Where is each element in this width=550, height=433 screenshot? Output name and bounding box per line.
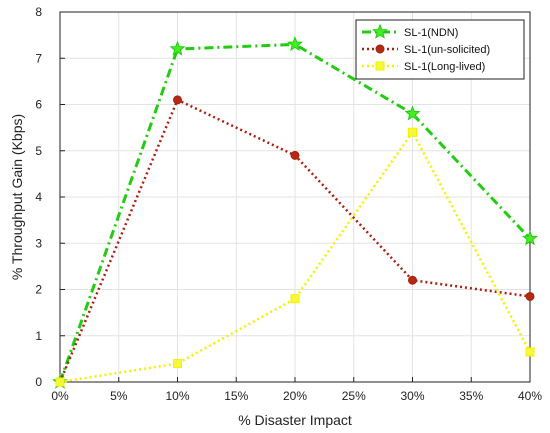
data-point [525,347,535,357]
y-tick-label: 1 [35,329,42,343]
x-tick-label: 35% [459,389,483,403]
x-tick-label: 20% [283,389,307,403]
data-point [525,291,535,301]
y-axis-title: % Throughput Gain (Kbps) [9,114,25,280]
data-point [290,150,300,160]
legend-label: SL-1(Long-lived) [404,61,485,73]
data-point [173,359,182,368]
legend-marker [375,61,385,71]
y-tick-label: 2 [35,283,42,297]
x-tick-label: 10% [165,389,189,403]
legend-marker [372,23,388,39]
legend-label: SL-1(NDN) [404,27,458,39]
x-tick-label: 30% [400,389,424,403]
data-point [173,95,182,105]
legend: SL-1(NDN) SL-1(un-solicited) SL-1(Long-liv… [355,19,525,80]
series-2 [55,127,535,387]
data-point [408,275,417,285]
y-axis: 0 1 2 3 4 5 6 7 8 [35,5,65,389]
data-point [169,40,186,56]
data-point [522,230,538,246]
y-tick-label: 8 [35,5,42,19]
data-point [290,294,300,304]
data-point [404,105,421,121]
data-point [55,377,65,387]
data-point [287,35,303,52]
x-axis: 0% 5% 10% 15% 20% 25% 30% 35% 40% [51,377,542,403]
x-tick-label: 15% [224,389,248,403]
y-tick-label: 3 [35,236,42,250]
data-point [408,127,417,137]
x-tick-label: 5% [110,389,128,403]
x-axis-title: % Disaster Impact [238,412,352,428]
x-tick-label: 25% [342,389,366,403]
y-tick-label: 4 [35,190,42,204]
legend-item: SL-1(Long-lived) [362,61,485,73]
series-layer [52,35,538,389]
y-tick-label: 0 [35,375,42,389]
legend-marker [375,44,385,54]
legend-item: SL-1(un-solicited) [362,44,490,56]
legend-label: SL-1(un-solicited) [404,44,490,56]
y-tick-label: 7 [35,51,42,65]
x-tick-label: 0% [51,389,69,403]
y-tick-label: 5 [35,144,42,158]
y-tick-label: 6 [35,98,42,112]
x-tick-label: 40% [518,389,542,403]
legend-item: SL-1(NDN) [362,23,458,39]
